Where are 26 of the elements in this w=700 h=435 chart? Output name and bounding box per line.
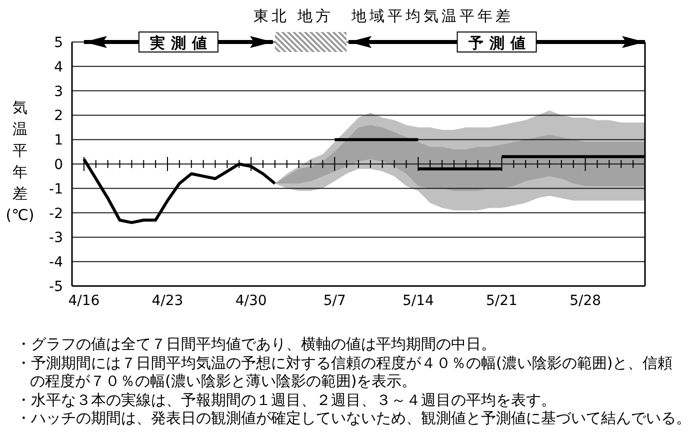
x-tick-label: 4/23 bbox=[152, 293, 184, 309]
y-tick-label: 4 bbox=[54, 59, 64, 76]
x-tick-label: 5/14 bbox=[402, 293, 434, 309]
x-tick-label: 5/21 bbox=[486, 293, 518, 309]
y-tick-label: -2 bbox=[49, 206, 63, 222]
text: ・グラフの値は全て７日間平均値であり、横軸の値は平均期間の中日。 bbox=[16, 335, 497, 354]
x-tick-label: 5/7 bbox=[323, 293, 346, 309]
annotation: 実測値 bbox=[148, 34, 213, 52]
x-tick-label: 4/16 bbox=[68, 293, 100, 309]
x-tick-label: 4/30 bbox=[235, 293, 267, 309]
y-tick-label: -5 bbox=[49, 279, 63, 295]
y-tick-label: 5 bbox=[54, 35, 63, 51]
chart-title: 東北 地方 地域平均気温平年差 bbox=[254, 7, 514, 25]
text: ・ハッチの期間は、発表日の観測値が確定していないため、観測値と予測値に基づいて結んでいる。 bbox=[16, 409, 692, 428]
y-tick-label: -3 bbox=[49, 230, 63, 246]
y-tick-label: -1 bbox=[49, 181, 63, 198]
y-tick-label: -4 bbox=[49, 254, 64, 271]
y-tick-label: 0 bbox=[54, 157, 63, 173]
text: ・水平な３本の実線は、予報期間の１週目、２週目、３～４週目の平均を表す。 bbox=[16, 390, 557, 409]
y-tick-label: 2 bbox=[54, 108, 63, 124]
text: ・予測期間には７日間平均気温の予想に対する信頼の程度が４０％の幅(濃い陰影の範囲)と、信頼の程度が７０％の幅(濃い陰影と薄い陰影の範囲)を表示。 bbox=[16, 354, 674, 390]
y-tick-label: 1 bbox=[54, 132, 63, 149]
y-axis-title: 気温平年差(℃) bbox=[6, 98, 34, 224]
x-tick-label: 5/28 bbox=[570, 293, 602, 309]
y-tick-label: 3 bbox=[54, 84, 63, 100]
annotation: 予測値 bbox=[467, 34, 532, 52]
